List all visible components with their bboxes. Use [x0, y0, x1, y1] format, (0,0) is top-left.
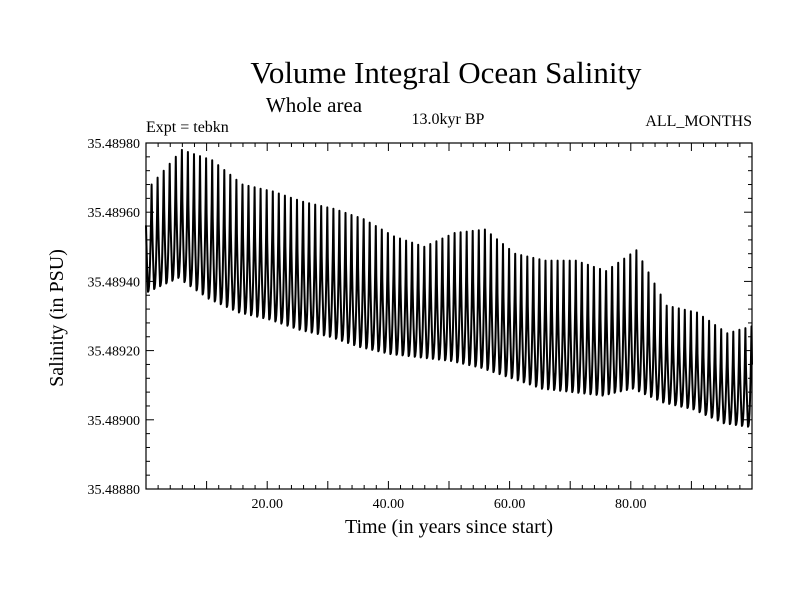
x-tick-label: 80.00	[615, 497, 647, 512]
x-tick-label: 20.00	[251, 497, 283, 512]
plot-frame	[145, 142, 753, 490]
y-tick-label: 35.48880	[88, 483, 141, 498]
y-axis-label: Salinity (in PSU)	[46, 249, 68, 387]
x-tick-label: 60.00	[494, 497, 526, 512]
y-tick-label: 35.48960	[88, 206, 141, 221]
chart-title: Volume Integral Ocean Salinity	[250, 55, 642, 90]
x-axis-label: Time (in years since start)	[345, 516, 553, 538]
y-tick-label: 35.48940	[88, 275, 141, 290]
y-tick-label: 35.48980	[88, 137, 141, 152]
y-tick-label: 35.48920	[88, 345, 141, 360]
months-label: ALL_MONTHS	[645, 113, 752, 130]
period-label: 13.0kyr BP	[412, 111, 485, 128]
tick-labels: 20.00 40.00 60.00 80.00 35.48880 35.48900 35.4…	[88, 137, 647, 512]
x-tick-label: 40.00	[373, 497, 405, 512]
chart-subtitle: Whole area	[266, 93, 363, 117]
series-line-salinity	[145, 148, 753, 428]
y-tick-label: 35.48900	[88, 414, 141, 429]
experiment-label: Expt = tebkn	[146, 119, 229, 136]
